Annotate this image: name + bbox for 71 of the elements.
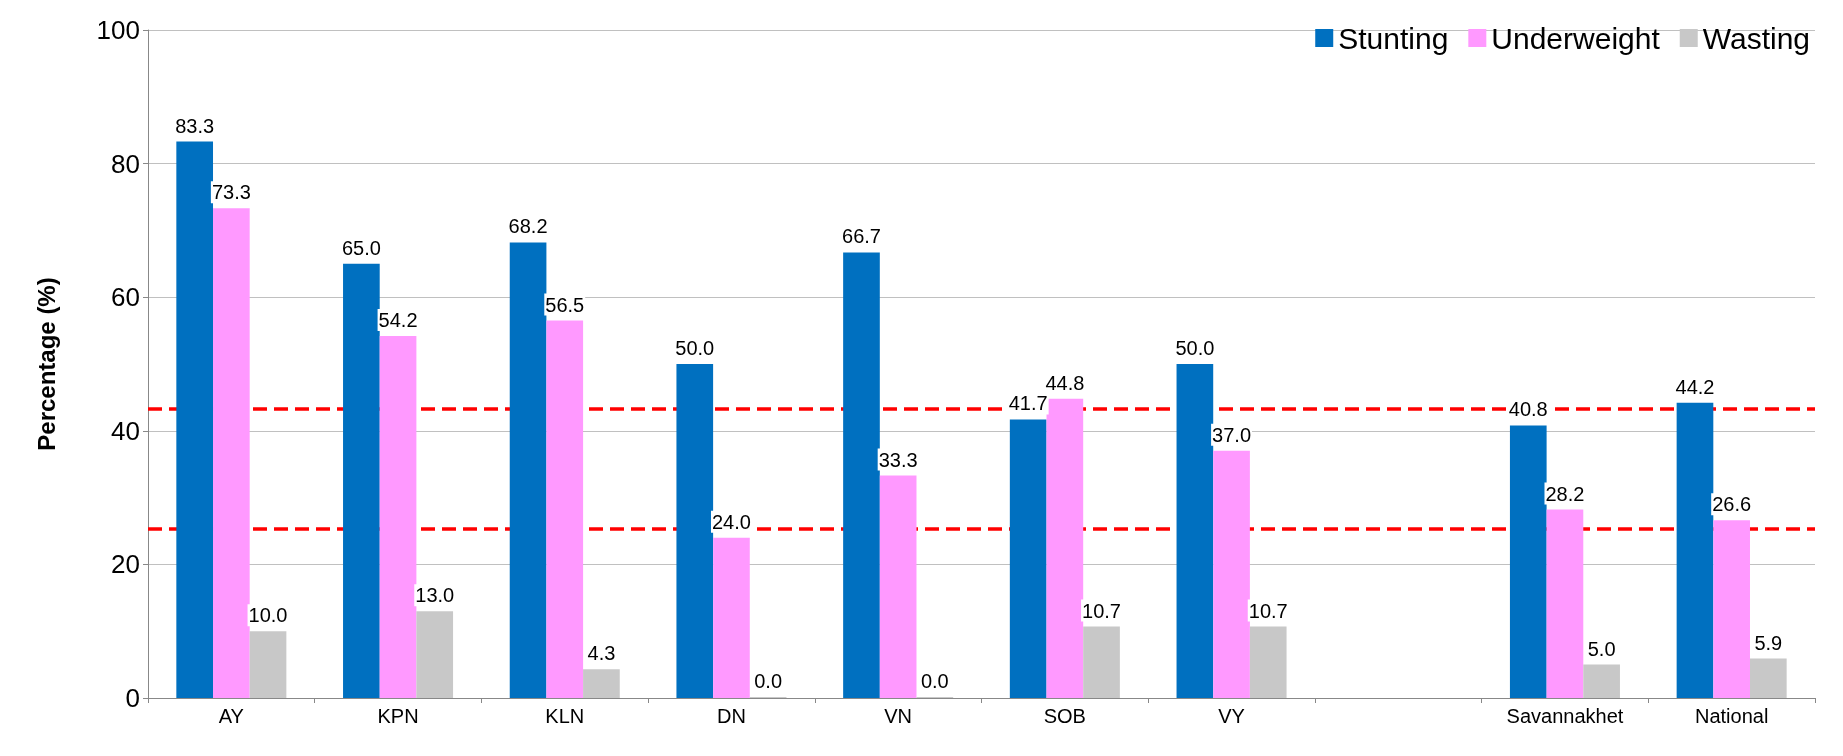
bar [546,320,584,698]
bar [1213,450,1250,698]
bar [1176,364,1214,698]
data-label: 0.0 [754,670,783,692]
y-tick-label: 0 [125,683,140,713]
bar [416,611,454,698]
bar [713,537,750,698]
x-tick-label: Savannakhet [1506,705,1624,727]
x-tick-label: SOB [1043,705,1086,727]
bar [843,252,880,698]
data-label: 26.6 [1712,493,1752,516]
bar [1083,626,1120,698]
data-label: 4.3 [587,642,616,665]
legend-label: Stunting [1338,21,1449,55]
bar [176,141,214,698]
data-label: 44.8 [1045,371,1085,394]
bar [676,364,714,698]
x-tick-label: AY [218,705,244,727]
y-tick-label: 100 [96,15,140,45]
bar [1249,626,1287,698]
data-label: 37.0 [1212,423,1252,446]
bar [1713,520,1750,698]
bar [1676,402,1714,698]
bar [1749,658,1787,698]
bar [583,669,620,698]
x-tick-label: KPN [377,705,419,727]
bar [1046,398,1084,698]
x-tick-label: DN [717,705,746,727]
data-label: 50.0 [1175,337,1215,359]
data-label: 44.2 [1675,375,1715,398]
data-label: 5.0 [1587,637,1616,660]
data-label: 65.0 [341,236,381,259]
bar [213,208,250,698]
bar [879,475,917,698]
legend-label: Underweight [1491,21,1661,55]
data-label: 83.3 [175,114,215,137]
data-label: 56.5 [545,293,585,316]
data-label: 28.2 [1545,482,1585,505]
y-tick-label: 40 [111,415,140,446]
data-label: 10.7 [1248,599,1288,622]
data-label: 10.0 [248,604,288,627]
data-label: 73.3 [211,181,251,204]
bar [1546,509,1584,698]
data-label: 24.0 [711,510,751,533]
x-tick-label: National [1694,705,1769,727]
x-tick-label: VN [884,705,913,727]
bar [343,263,380,698]
data-label: 68.2 [508,215,548,238]
data-label: 13.0 [415,584,455,607]
data-label: 33.3 [878,448,918,471]
y-tick-label: 80 [111,148,140,179]
data-label: 66.7 [842,225,881,248]
data-label: 40.8 [1508,398,1548,421]
bar [379,335,417,698]
data-label: 0.0 [920,670,949,692]
data-label: 10.7 [1082,599,1121,622]
data-label: 54.2 [378,308,418,331]
data-label: 5.9 [1754,631,1783,654]
y-tick-label: 60 [111,282,140,313]
legend-label: Wasting [1702,21,1811,55]
bar [1509,425,1547,698]
x-tick-label: VY [1218,705,1245,727]
data-label: 41.7 [1008,392,1048,415]
x-tick-label: KLN [545,705,585,727]
data-label: 50.0 [675,337,715,359]
bar [509,242,547,698]
y-tick-label: 20 [111,549,140,580]
bar [1583,664,1620,698]
y-axis-title: Percentage (%) [32,277,60,451]
bar [1009,419,1047,698]
bar [249,631,287,698]
